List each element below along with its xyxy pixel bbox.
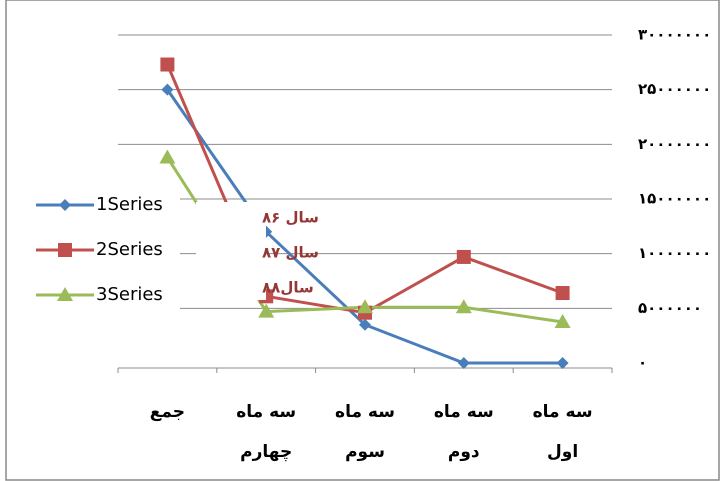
y-tick-label: ۵۰۰۰۰۰۰ xyxy=(638,299,702,317)
marker xyxy=(57,287,73,301)
x-tick-label: سه ماه دوم xyxy=(433,402,494,462)
y-tick-label: ۲۵۰۰۰۰۰۰ xyxy=(638,80,711,98)
marker xyxy=(554,314,571,328)
marker xyxy=(456,249,471,264)
marker xyxy=(556,357,569,369)
marker xyxy=(161,83,174,96)
legend-label: 1Series xyxy=(96,194,163,215)
marker xyxy=(159,149,176,164)
annotation-box xyxy=(196,202,266,300)
marker xyxy=(357,299,373,314)
x-tick-label: سه ماه اول xyxy=(532,402,593,462)
marker xyxy=(58,243,72,257)
annotation: سال۸۸ xyxy=(262,279,314,297)
y-tick-label: ۱۵۰۰۰۰۰۰ xyxy=(638,190,711,208)
marker xyxy=(160,57,175,72)
marker xyxy=(359,318,371,331)
annotation: سال ۸۷ xyxy=(262,244,319,262)
y-tick-label: ۱۰۰۰۰۰۰۰ xyxy=(638,244,711,262)
x-tick-label: جمع xyxy=(149,402,186,422)
annotation: سال ۸۶ xyxy=(262,209,319,227)
marker xyxy=(59,199,71,211)
legend-label: 2Series xyxy=(96,239,163,260)
y-tick-label: ۰ xyxy=(638,354,647,372)
frame xyxy=(5,0,720,481)
y-tick-label: ۳۰۰۰۰۰۰۰ xyxy=(638,26,711,44)
marker xyxy=(455,299,472,314)
x-tick-label: سه ماه چهارم xyxy=(236,402,297,462)
x-tick-label: سه ماه سوم xyxy=(335,402,395,462)
marker xyxy=(258,303,275,318)
marker xyxy=(555,286,570,301)
marker xyxy=(457,357,470,369)
y-tick-label: ۲۰۰۰۰۰۰۰ xyxy=(638,135,711,153)
legend-label: 3Series xyxy=(96,284,163,305)
